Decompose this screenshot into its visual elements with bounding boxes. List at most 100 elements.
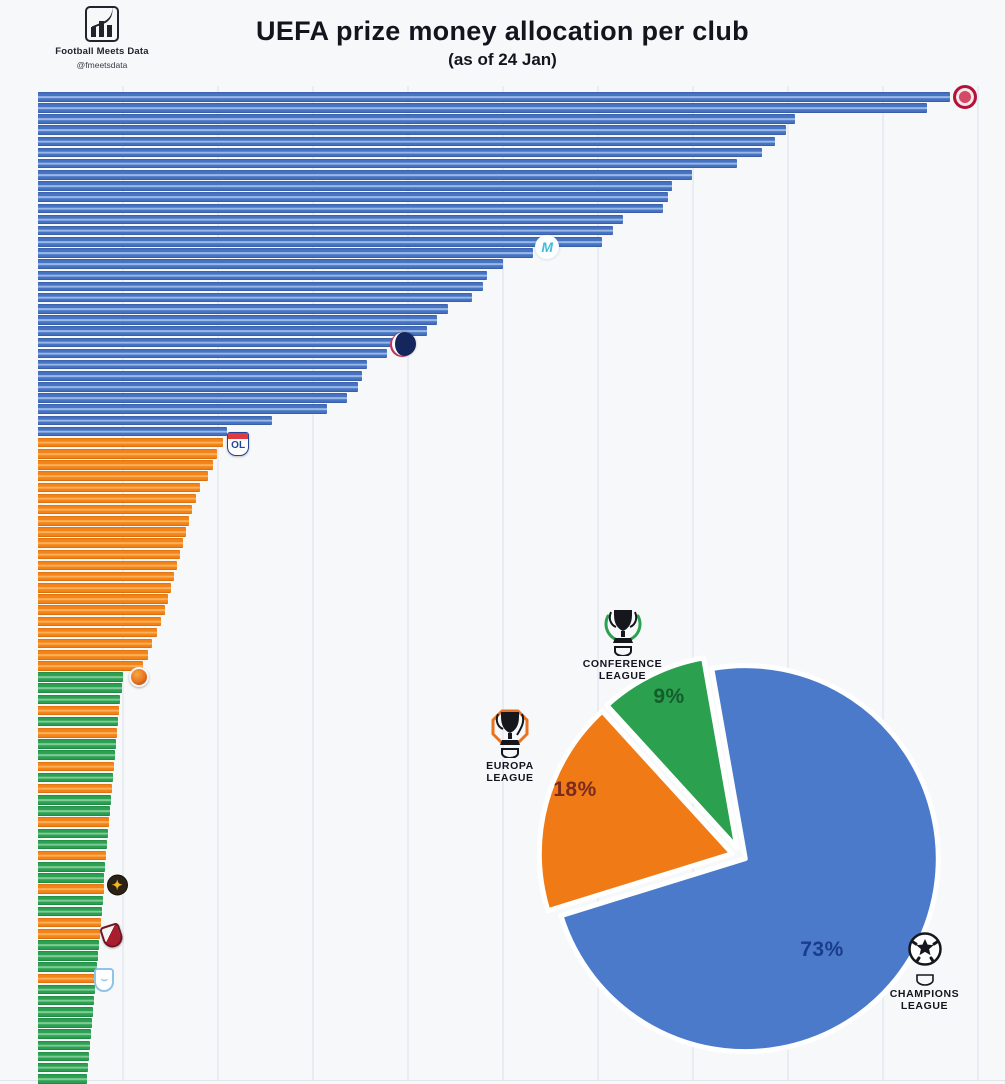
bar-rank-38-el [38, 504, 193, 515]
bar-rank-32-el [38, 437, 224, 448]
bar-rank-9-cl [38, 181, 672, 191]
bar-chart [38, 92, 970, 1084]
bar-rank-85-uecl [38, 1029, 91, 1039]
bar-rank-70-uecl [38, 862, 105, 872]
bar-rank-27-cl [38, 382, 359, 392]
bar-rank-13-cl [38, 225, 613, 236]
bar-rank-44-el [38, 571, 174, 582]
bar-rank-31-cl [38, 426, 227, 437]
bar-rank-53-uecl [38, 672, 123, 682]
bar-rank-82-uecl [38, 995, 94, 1006]
bar-rank-62-uecl [38, 772, 113, 783]
club-logo-marseille: M [535, 234, 560, 259]
conference-league-trophy-icon [604, 610, 641, 656]
bar-rank-5-cl [38, 136, 775, 147]
bar-rank-3-cl [38, 114, 795, 124]
pie-label-champions-pct: 73% [800, 938, 844, 961]
bar-rank-72-el [38, 884, 104, 894]
bar-rank-23-cl [38, 337, 412, 348]
bar-rank-67-uecl [38, 828, 109, 839]
bar-rank-41-el [38, 538, 183, 548]
bar-rank-88-uecl [38, 1062, 89, 1073]
bar-rank-48-el [38, 616, 162, 627]
bar-rank-14-cl [38, 237, 602, 247]
bar-rank-64-uecl [38, 795, 111, 805]
gridline [217, 86, 219, 1080]
club-logo-psg [391, 332, 416, 357]
bar-rank-55-uecl [38, 694, 121, 705]
bar-rank-74-uecl [38, 906, 102, 917]
bar-rank-8-cl [38, 170, 692, 180]
bar-rank-19-cl [38, 292, 473, 303]
bar-rank-43-el [38, 560, 177, 571]
bar-rank-17-cl [38, 270, 487, 281]
bar-rank-52-el [38, 661, 143, 671]
pie-label-europa-pct: 18% [553, 778, 597, 801]
bar-rank-42-el [38, 549, 181, 560]
bar-rank-6-cl [38, 147, 763, 158]
bar-rank-2-cl [38, 103, 928, 113]
bar-rank-11-cl [38, 203, 663, 214]
bar-rank-81-uecl [38, 984, 96, 995]
bar-rank-87-uecl [38, 1051, 90, 1062]
europa-league-trophy-icon [491, 709, 529, 758]
bar-rank-15-cl [38, 248, 534, 258]
bar-rank-50-el [38, 638, 152, 649]
bar-rank-7-cl [38, 158, 737, 169]
bar-rank-24-cl [38, 348, 388, 359]
champions-league-starball-icon [907, 932, 942, 966]
bar-rank-37-el [38, 493, 196, 504]
bar-rank-59-uecl [38, 739, 117, 749]
gridline [787, 86, 789, 1080]
page-title: UEFA prize money allocation per club [256, 16, 749, 46]
bar-rank-1-cl [38, 92, 950, 102]
bar-rank-22-cl [38, 326, 428, 336]
bar-rank-51-el [38, 650, 149, 660]
bar-rank-49-el [38, 627, 157, 638]
badge-conference-label: CONFERENCE LEAGUE [582, 658, 663, 682]
bar-rank-29-cl [38, 404, 328, 414]
bar-rank-65-uecl [38, 806, 111, 816]
badge-champions-league: CHAMPIONS LEAGUE [862, 930, 987, 1012]
bar-rank-57-uecl [38, 716, 119, 727]
bar-rank-79-uecl [38, 962, 98, 972]
bar-rank-25-cl [38, 359, 368, 370]
bar-rank-21-cl [38, 315, 438, 325]
bar-rank-16-cl [38, 259, 504, 269]
club-logo-bayern [953, 84, 977, 109]
uefa-mini-shield-icon [915, 974, 934, 986]
badge-conference-league: CONFERENCE LEAGUE [560, 606, 685, 682]
bar-rank-75-el [38, 917, 101, 928]
bar-rank-86-uecl [38, 1040, 90, 1051]
bar-rank-39-el [38, 516, 190, 526]
bar-rank-45-el [38, 583, 172, 593]
bar-rank-63-el [38, 783, 112, 794]
bar-rank-46-el [38, 594, 169, 604]
gridline [502, 86, 504, 1080]
pie-slice-champions-league [558, 663, 941, 1055]
club-logo-blue-crest: ⌣ [94, 968, 115, 993]
gridline [692, 86, 694, 1080]
uefa-mini-shield-icon [613, 646, 632, 656]
bar-rank-83-uecl [38, 1007, 93, 1017]
bar-rank-61-el [38, 761, 114, 772]
bar-rank-80-el [38, 973, 97, 984]
bar-rank-84-uecl [38, 1018, 92, 1028]
bar-rank-54-uecl [38, 683, 122, 693]
brand-block: Football Meets Data @fmeetsdata [42, 5, 162, 70]
bar-rank-30-cl [38, 415, 273, 426]
bar-rank-20-cl [38, 304, 449, 314]
bar-rank-77-uecl [38, 940, 100, 950]
bar-rank-56-el [38, 705, 120, 716]
uefa-mini-shield-icon [501, 748, 519, 758]
badge-champions-label: CHAMPIONS LEAGUE [889, 988, 960, 1012]
bar-rank-33-el [38, 449, 217, 459]
brand-handle: @fmeetsdata [76, 60, 128, 70]
pie-label-conference-pct: 9% [653, 685, 685, 708]
badge-europa-label: EUROPA LEAGUE [486, 760, 534, 784]
club-logo-orange-ball [128, 667, 149, 688]
bar-rank-28-cl [38, 393, 348, 403]
gridline [597, 86, 599, 1080]
